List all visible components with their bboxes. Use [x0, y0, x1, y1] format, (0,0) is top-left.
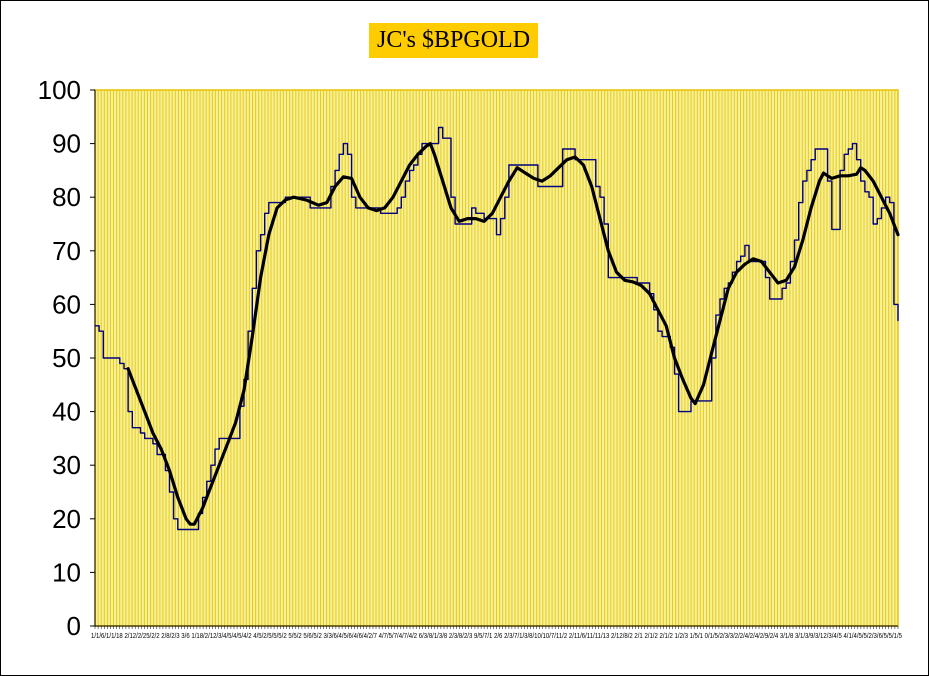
- x-tick-labels: 1/1/6/1/1/18 2/12/2/25/2/2 2/8/2/3 3/6 1…: [91, 633, 902, 640]
- y-tick-label: 70: [52, 236, 81, 266]
- y-tick-label: 40: [52, 397, 81, 427]
- y-tick-label: 0: [67, 611, 81, 641]
- vertical-gridlines: [97, 90, 896, 626]
- y-tick-label: 30: [52, 450, 81, 480]
- y-tick-label: 100: [38, 75, 81, 105]
- y-tick-label: 90: [52, 129, 81, 159]
- y-tick-label: 10: [52, 557, 81, 587]
- x-tick-marks: [94, 626, 899, 629]
- y-tick-label: 50: [52, 343, 81, 373]
- chart-title: JC's $BPGOLD: [369, 23, 539, 58]
- y-tick-label: 80: [52, 182, 81, 212]
- y-tick-label: 20: [52, 504, 81, 534]
- smoothed-series-line: [126, 142, 900, 526]
- raw-series-line: [94, 126, 899, 531]
- y-tick-label: 60: [52, 289, 81, 319]
